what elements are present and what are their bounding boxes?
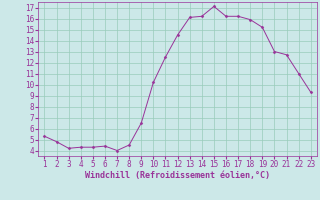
X-axis label: Windchill (Refroidissement éolien,°C): Windchill (Refroidissement éolien,°C) (85, 171, 270, 180)
